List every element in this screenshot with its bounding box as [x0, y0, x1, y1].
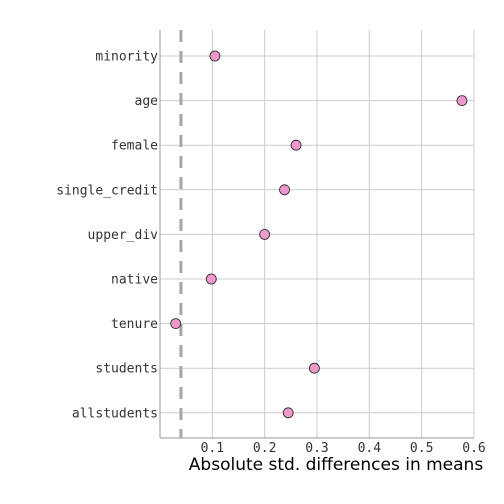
grid-lines: [160, 30, 475, 438]
category-label: native: [111, 273, 158, 288]
data-points: [170, 50, 468, 419]
x-tick-label: 0.5: [410, 441, 433, 456]
category-label: tenure: [111, 317, 158, 332]
data-point-female: [290, 139, 302, 151]
category-label: age: [135, 94, 159, 109]
x-tick-label: 0.4: [358, 441, 382, 456]
x-axis-title: Absolute std. differences in means: [189, 455, 484, 475]
category-label: single_credit: [56, 183, 158, 198]
data-point-students: [308, 362, 320, 374]
data-point-minority: [209, 50, 221, 62]
data-point-single_credit: [279, 184, 290, 196]
data-point-native: [205, 273, 217, 285]
category-label: female: [111, 139, 158, 154]
data-point-upper_div: [259, 228, 271, 240]
category-label: allstudents: [72, 406, 158, 421]
x-tick-label: 0.2: [253, 441, 276, 456]
x-tick-label: 0.1: [201, 441, 224, 456]
category-label: minority: [95, 50, 158, 65]
data-point-tenure: [170, 318, 182, 330]
category-label: upper_div: [88, 228, 159, 243]
x-tick-label: 0.6: [462, 441, 485, 456]
labels: 0.1 0.2 0.3 0.4 0.5 0.6 minority age female singl…: [56, 50, 485, 457]
axes: [159, 30, 474, 439]
x-tick-label: 0.3: [305, 441, 328, 456]
data-point-age: [456, 95, 468, 106]
data-point-allstudents: [282, 407, 294, 419]
category-label: students: [95, 362, 158, 377]
